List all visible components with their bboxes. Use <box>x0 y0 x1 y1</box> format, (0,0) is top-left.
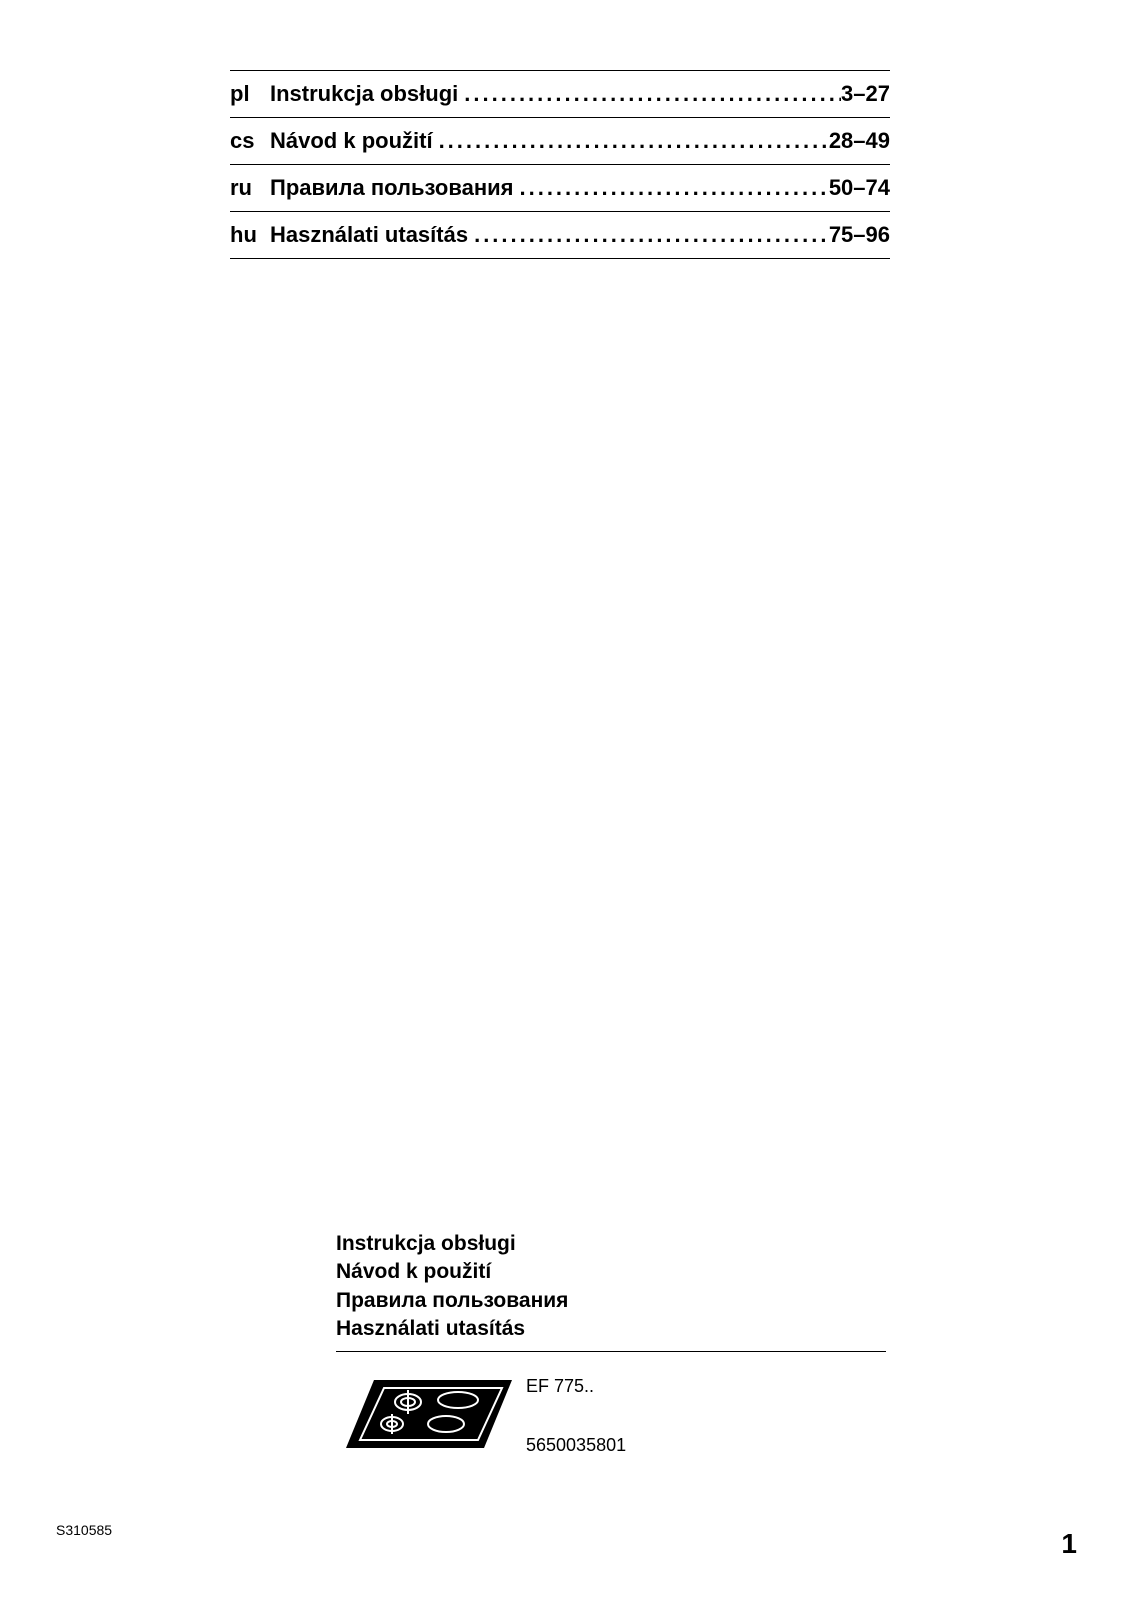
toc-dots: ........................................… <box>433 128 829 154</box>
title-line: Правила пользования <box>336 1287 886 1315</box>
model-number: EF 775.. <box>526 1376 626 1397</box>
toc-dots: ........................................… <box>458 81 841 107</box>
toc-title: Instrukcja obsługi <box>270 81 458 107</box>
toc-row: ru Правила пользования .................… <box>230 164 890 211</box>
toc-title: Használati utasítás <box>270 222 468 248</box>
toc-pages: 50–74 <box>829 175 890 201</box>
toc-lang: ru <box>230 175 270 201</box>
manual-titles: Instrukcja obsługi Návod k použití Прави… <box>336 1230 886 1352</box>
footer-code: S310585 <box>56 1522 112 1538</box>
toc-row: pl Instrukcja obsługi ..................… <box>230 70 890 117</box>
toc-dots: ........................................… <box>513 175 828 201</box>
toc-pages: 28–49 <box>829 128 890 154</box>
product-info: EF 775.. 5650035801 <box>526 1372 626 1456</box>
toc-lang: cs <box>230 128 270 154</box>
toc-row: hu Használati utasítás .................… <box>230 211 890 259</box>
toc-dots: ........................................… <box>468 222 829 248</box>
toc-lang: pl <box>230 81 270 107</box>
bottom-block: Instrukcja obsługi Návod k použití Прави… <box>336 1230 886 1457</box>
cooktop-icon <box>336 1372 526 1457</box>
toc-title: Návod k použití <box>270 128 433 154</box>
title-line: Instrukcja obsługi <box>336 1230 886 1258</box>
product-row: EF 775.. 5650035801 <box>336 1372 886 1457</box>
title-line: Návod k použití <box>336 1258 886 1286</box>
page-number: 1 <box>1061 1528 1077 1560</box>
toc-title: Правила пользования <box>270 175 513 201</box>
table-of-contents: pl Instrukcja obsługi ..................… <box>230 70 890 259</box>
title-line: Használati utasítás <box>336 1315 886 1343</box>
toc-pages: 75–96 <box>829 222 890 248</box>
part-number: 5650035801 <box>526 1435 626 1456</box>
toc-row: cs Návod k použití .....................… <box>230 117 890 164</box>
toc-pages: 3–27 <box>841 81 890 107</box>
toc-lang: hu <box>230 222 270 248</box>
